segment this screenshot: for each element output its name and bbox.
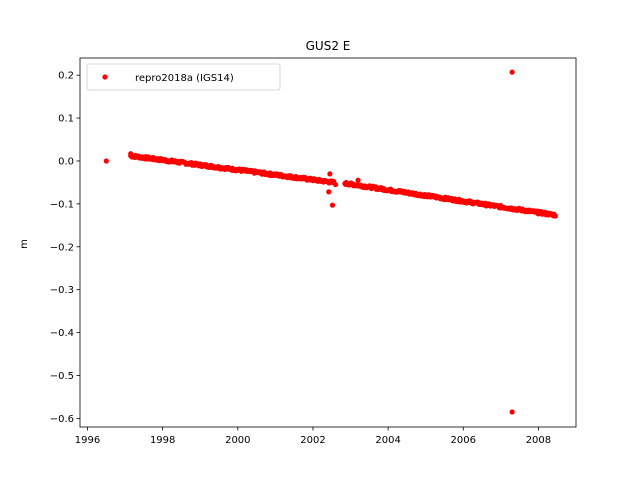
x-tick-label: 2004 — [375, 435, 400, 446]
data-point — [509, 69, 515, 75]
legend-label: repro2018a (IGS14) — [135, 73, 234, 84]
x-tick-label: 2006 — [451, 435, 476, 446]
legend: repro2018a (IGS14) — [86, 63, 281, 91]
y-axis: 0.2 0.1 0.0 −0.1 −0.2 −0.3 −0.4 −0.5 −0.6 — [50, 71, 80, 425]
y-tick-label: −0.1 — [50, 199, 74, 210]
legend-marker — [102, 74, 108, 80]
x-axis: 1996 1998 2000 2002 2004 2006 2008 — [75, 427, 551, 446]
y-tick-label: −0.6 — [50, 414, 74, 425]
y-tick-label: −0.4 — [50, 328, 74, 339]
x-tick-label: 1998 — [150, 435, 175, 446]
axes-frame — [79, 57, 577, 428]
x-tick-label: 2000 — [225, 435, 250, 446]
data-point — [355, 177, 361, 183]
data-point — [128, 151, 134, 157]
data-point — [327, 171, 333, 177]
y-axis-label: m — [19, 239, 30, 249]
y-tick-label: 0.1 — [58, 114, 74, 125]
x-tick-label: 2008 — [526, 435, 551, 446]
data-points — [103, 69, 558, 415]
x-tick-label: 2002 — [300, 435, 325, 446]
y-tick-label: −0.3 — [50, 285, 74, 296]
y-tick-label: −0.2 — [50, 242, 74, 253]
data-point — [332, 181, 339, 188]
data-point — [552, 213, 558, 219]
data-point — [329, 202, 336, 208]
data-point — [103, 158, 109, 164]
legend-box — [86, 63, 281, 91]
chart-title: GUS2 E — [306, 39, 351, 53]
x-tick-label: 1996 — [75, 435, 100, 446]
y-tick-label: 0.2 — [58, 71, 74, 82]
y-tick-label: −0.5 — [50, 371, 74, 382]
data-point — [509, 409, 515, 415]
y-tick-label: 0.0 — [58, 156, 74, 167]
data-point — [326, 189, 332, 195]
plot-area — [79, 57, 577, 428]
